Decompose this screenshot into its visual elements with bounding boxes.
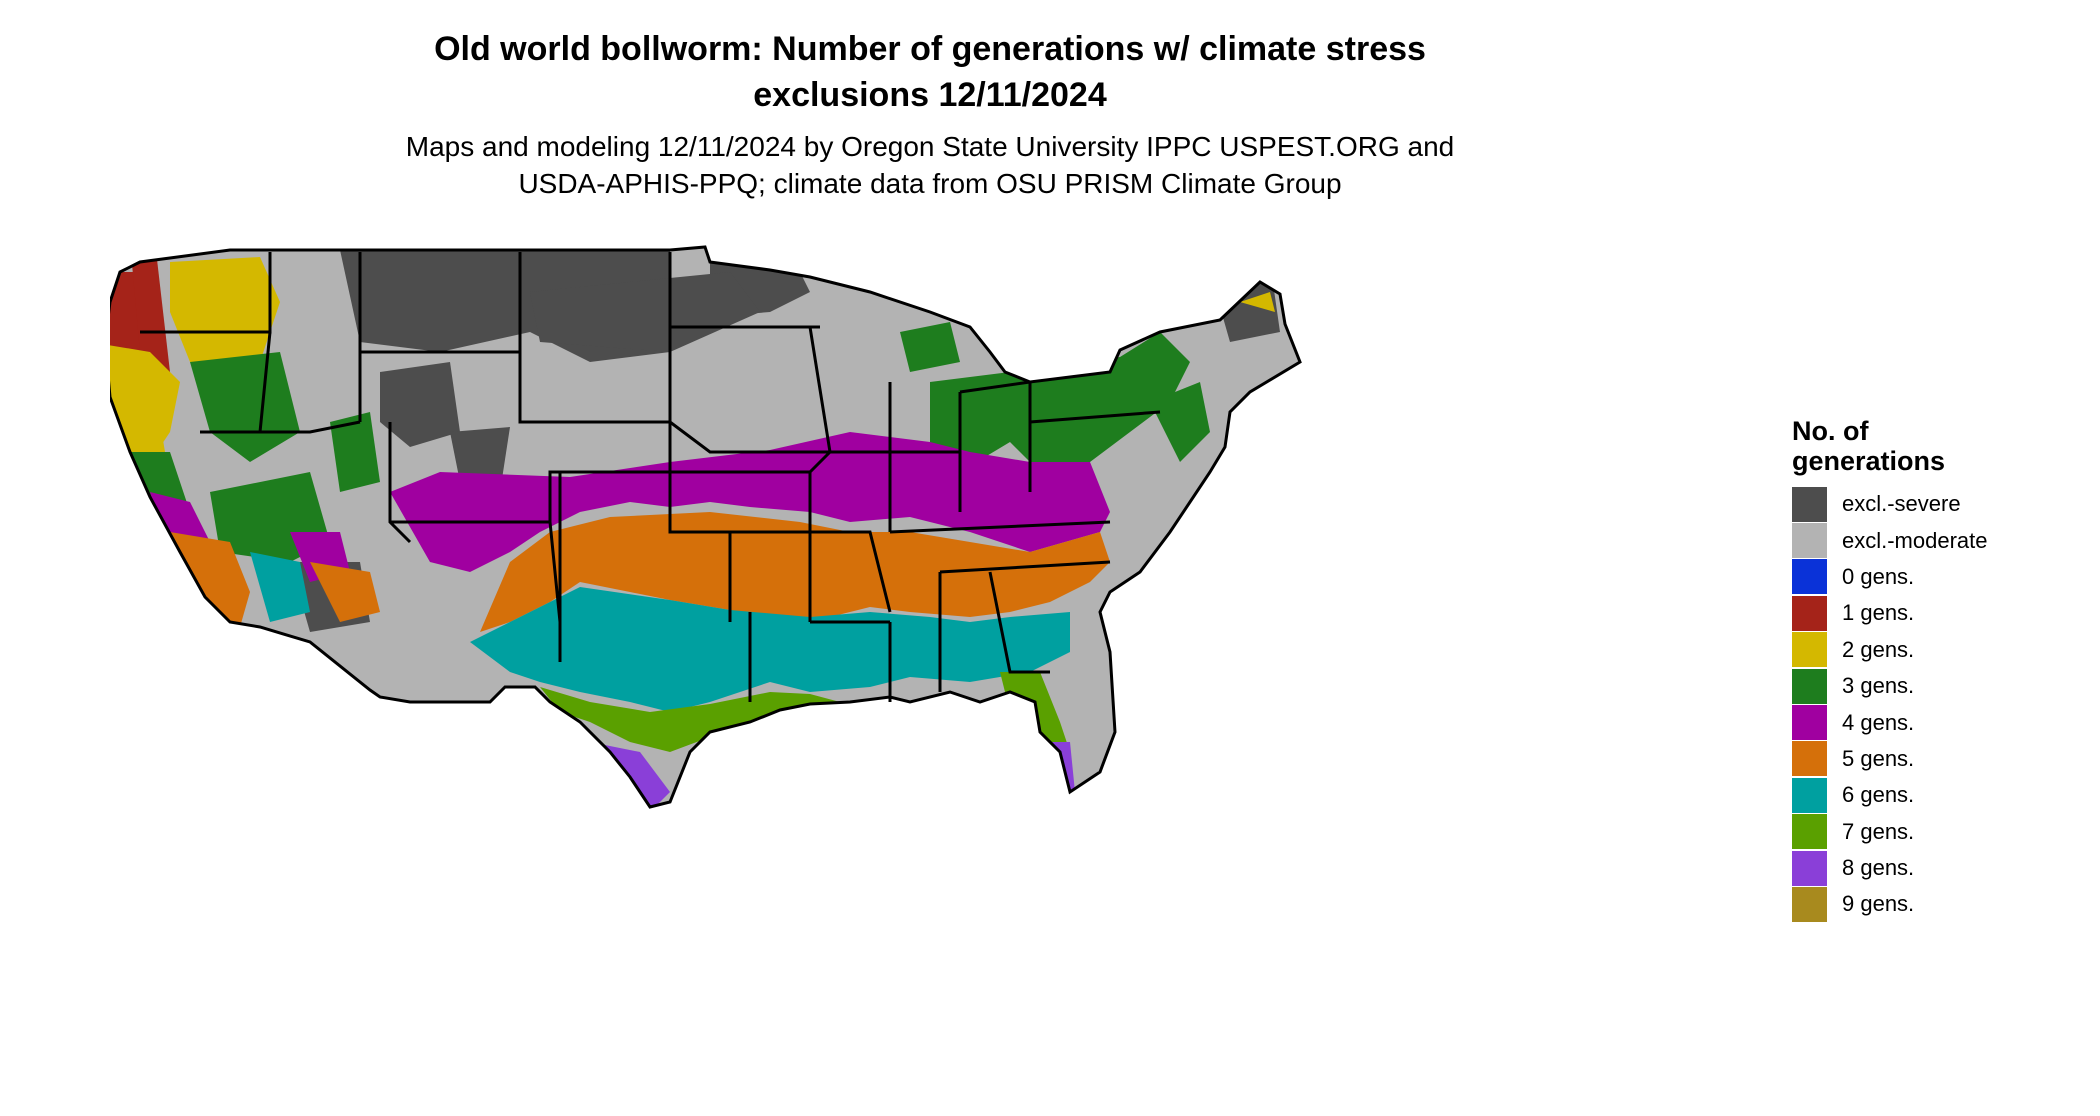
legend-item: 9 gens. bbox=[1792, 886, 1988, 922]
legend-item: excl.-moderate bbox=[1792, 522, 1988, 559]
legend-label: 5 gens. bbox=[1842, 745, 1915, 771]
legend-label: 4 gens. bbox=[1842, 709, 1915, 735]
legend-title: No. of generations bbox=[1792, 416, 1988, 476]
legend-swatch bbox=[1792, 814, 1827, 850]
legend-swatch bbox=[1792, 632, 1827, 668]
state-borders bbox=[110, 245, 1302, 809]
subtitle-line-2: USDA-APHIS-PPQ; climate data from OSU PR… bbox=[518, 168, 1342, 199]
map-legend: No. of generations excl.-severe excl.-mod… bbox=[1792, 416, 1988, 923]
legend-label: 9 gens. bbox=[1842, 891, 1915, 917]
legend-item: 7 gens. bbox=[1792, 814, 1988, 850]
legend-label: 3 gens. bbox=[1842, 673, 1915, 699]
title-line-1: Old world bollworm: Number of generation… bbox=[434, 30, 1426, 68]
legend-swatch bbox=[1792, 559, 1827, 595]
legend-items: excl.-severe excl.-moderate 0 gens. 1 gens.… bbox=[1792, 486, 1988, 923]
legend-title-line-1: No. of bbox=[1792, 416, 1869, 446]
legend-label: 6 gens. bbox=[1842, 782, 1915, 808]
legend-label: 8 gens. bbox=[1842, 855, 1915, 881]
legend-item: 8 gens. bbox=[1792, 850, 1988, 886]
legend-label: excl.-moderate bbox=[1842, 527, 1988, 553]
legend-swatch bbox=[1792, 595, 1827, 631]
legend-label: 1 gens. bbox=[1842, 600, 1915, 626]
legend-item: 6 gens. bbox=[1792, 777, 1988, 813]
legend-item: 3 gens. bbox=[1792, 668, 1988, 704]
subtitle-line-1: Maps and modeling 12/11/2024 by Oregon S… bbox=[405, 131, 1455, 162]
legend-label: 0 gens. bbox=[1842, 563, 1915, 589]
legend-title-line-2: generations bbox=[1792, 446, 1946, 476]
legend-swatch bbox=[1792, 886, 1827, 922]
legend-label: 2 gens. bbox=[1842, 636, 1915, 662]
legend-label: 7 gens. bbox=[1842, 818, 1915, 844]
legend-item: 2 gens. bbox=[1792, 632, 1988, 668]
legend-swatch bbox=[1792, 523, 1827, 559]
legend-item: excl.-severe bbox=[1792, 486, 1988, 522]
legend-item: 0 gens. bbox=[1792, 559, 1988, 595]
legend-swatch bbox=[1792, 705, 1827, 741]
map-title: Old world bollworm: Number of generation… bbox=[0, 26, 1860, 118]
legend-swatch bbox=[1792, 668, 1827, 704]
map-subtitle: Maps and modeling 12/11/2024 by Oregon S… bbox=[0, 128, 1860, 202]
legend-swatch bbox=[1792, 850, 1827, 886]
legend-swatch bbox=[1792, 741, 1827, 777]
legend-item: 5 gens. bbox=[1792, 741, 1988, 777]
legend-swatch bbox=[1792, 486, 1827, 522]
legend-swatch bbox=[1792, 777, 1827, 813]
us-generations-map bbox=[110, 245, 1302, 809]
legend-item: 4 gens. bbox=[1792, 704, 1988, 741]
legend-item: 1 gens. bbox=[1792, 595, 1988, 631]
legend-label: excl.-severe bbox=[1842, 491, 1961, 517]
title-line-2: exclusions 12/11/2024 bbox=[753, 76, 1107, 114]
